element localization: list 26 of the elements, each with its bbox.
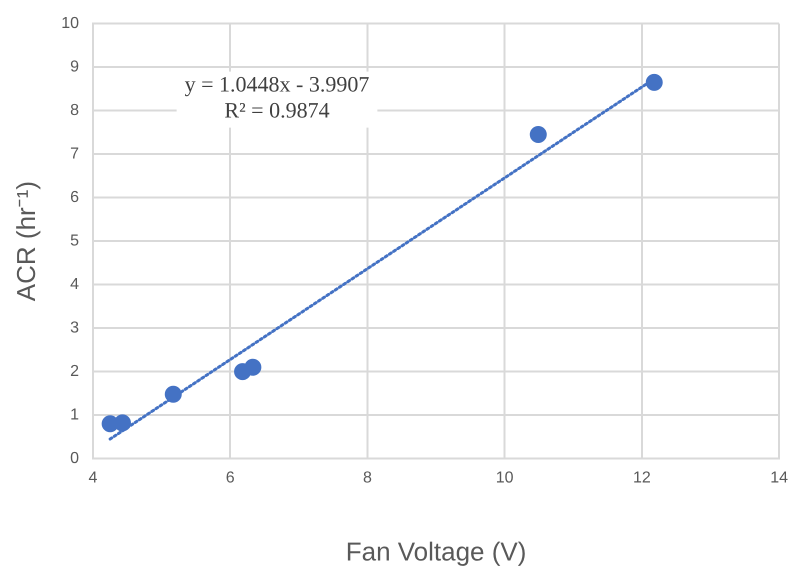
- point: [530, 126, 547, 144]
- y-tick-label: 5: [70, 232, 80, 250]
- x-tick-label: 10: [496, 470, 514, 487]
- point: [244, 358, 262, 376]
- x-tick-label: 14: [770, 470, 788, 487]
- annotation: R² = 0.9874: [224, 97, 330, 122]
- y-tick-label: 9: [70, 58, 80, 76]
- y-tick-label: 8: [70, 102, 80, 120]
- y-tick-label: 1: [70, 406, 80, 424]
- y-tick-label: 4: [70, 276, 80, 294]
- point: [164, 386, 182, 403]
- x-tick-label: 12: [632, 470, 651, 487]
- y-tick-label: 10: [61, 15, 80, 32]
- y-tick-label: 3: [70, 320, 80, 337]
- y-axis-title: ACR (hr⁻¹): [10, 180, 41, 302]
- point: [114, 414, 131, 432]
- point: [646, 74, 663, 91]
- y-tick-label: 0: [70, 450, 80, 468]
- y-tick-label: 7: [70, 146, 80, 163]
- x-tick-label: 8: [362, 470, 372, 487]
- x-tick-label: 6: [226, 470, 235, 487]
- y-tick-label: 2: [70, 363, 80, 380]
- x-axis-title: Fan Voltage (V): [346, 536, 526, 567]
- x-tick-label: 4: [88, 470, 98, 487]
- y-tick-label: 6: [70, 189, 80, 206]
- annotation: y = 1.0448x - 3.9907: [184, 71, 370, 96]
